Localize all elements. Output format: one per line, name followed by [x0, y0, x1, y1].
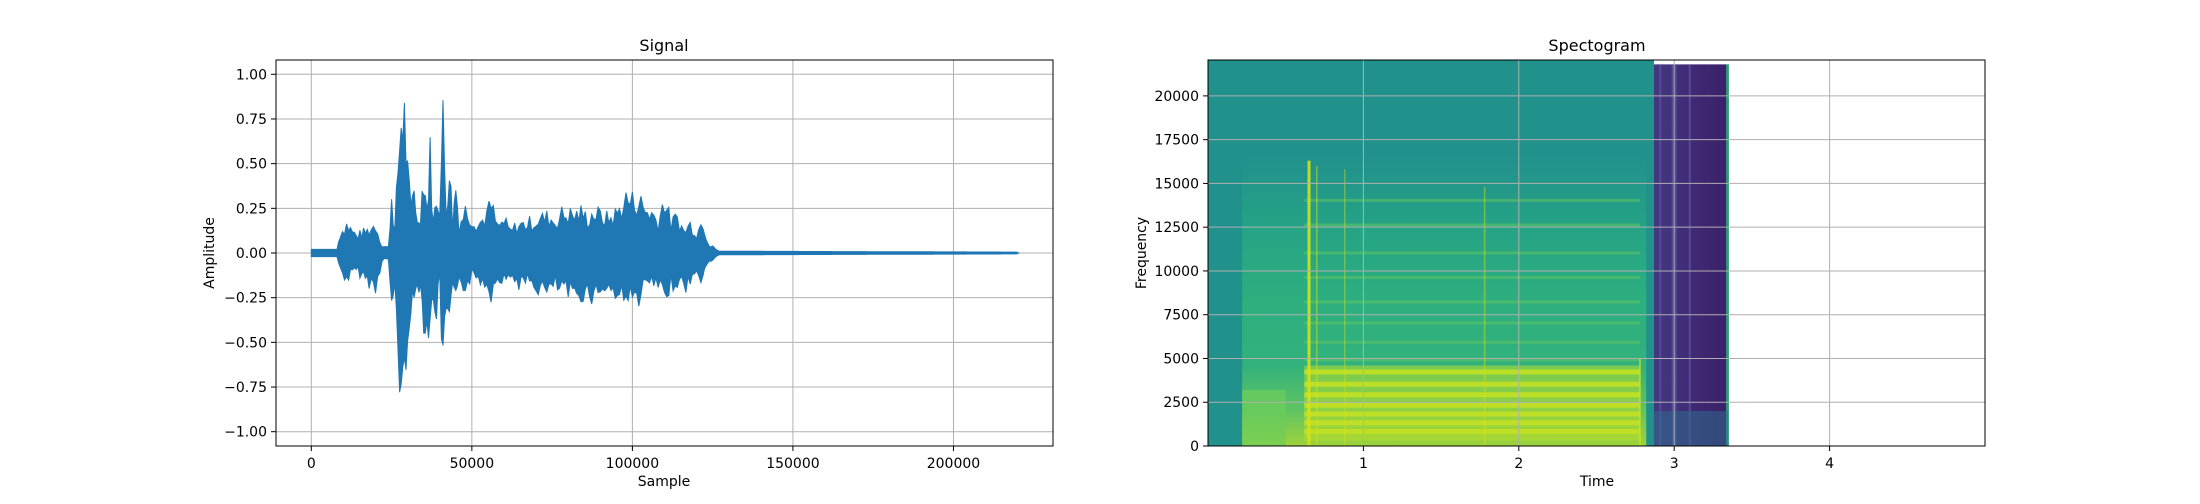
spectrogram-harmonic-band [1304, 251, 1641, 255]
spectrogram-y-tick-label: 12500 [1154, 220, 1199, 236]
signal-y-tick-label: 0.25 [236, 201, 267, 217]
signal-x-tick-label: 200000 [927, 456, 980, 472]
spectrogram-title: Spectogram [1548, 36, 1645, 55]
spectrogram-silent-region [1653, 64, 1729, 446]
signal-waveform [310, 100, 1018, 393]
spectrogram-x-label: Time [1579, 474, 1614, 490]
spectrogram-harmonic-band [1304, 340, 1641, 344]
spectrogram-x-tick-label: 4 [1825, 456, 1834, 472]
spectrogram-low-freq-block [1304, 365, 1641, 441]
spectrogram-frame-strip [1674, 64, 1677, 446]
spectrogram-plot [1208, 60, 1730, 446]
spectrogram-frame-strip [1671, 64, 1674, 446]
spectrogram-dark-lowband [1653, 410, 1729, 446]
spectrogram-y-tick-label: 7500 [1163, 308, 1199, 324]
spectrogram-harmonic-band [1304, 198, 1641, 202]
spectrogram-y-tick-label: 2500 [1163, 395, 1199, 411]
signal-x-tick-label: 100000 [606, 456, 659, 472]
spectrogram-transient [1307, 160, 1311, 446]
signal-x-ticks: 0 50000 100000 150000 200000 [307, 446, 980, 472]
spectrogram-y-tick-label: 17500 [1154, 133, 1199, 149]
signal-y-tick-label: −1.00 [224, 425, 267, 441]
spectrogram-onset-block [1242, 389, 1286, 446]
spectrogram-x-tick-label: 3 [1670, 456, 1679, 472]
signal-y-tick-label: 0.75 [236, 112, 267, 128]
spectrogram-y-ticks: 0 2500 5000 7500 10000 12500 15000 17500 20000 [1154, 89, 1208, 455]
spectrogram-frame-strip [1659, 64, 1662, 446]
spectrogram-y-tick-label: 15000 [1154, 176, 1199, 192]
spectrogram-y-tick-label: 10000 [1154, 264, 1199, 280]
spectrogram-transient [1344, 169, 1346, 446]
signal-y-tick-label: 0.00 [236, 246, 267, 262]
spectrogram-harmonic-band [1304, 223, 1641, 227]
signal-x-tick-label: 0 [307, 456, 316, 472]
spectrogram-harmonic-band [1304, 358, 1641, 362]
spectrogram-grid [1208, 60, 1985, 446]
signal-chart: Signal 0 50000 100000 150000 200000 −1.00 −0.… [202, 36, 1054, 490]
spectrogram-y-tick-label: 20000 [1154, 89, 1199, 105]
signal-y-tick-label: −0.25 [224, 291, 267, 307]
spectrogram-y-label: Frequency [1134, 217, 1150, 289]
spectrogram-chart: Spectogram 1 2 3 4 0 2500 5000 7500 10000 12500 1… [1134, 36, 1986, 490]
spectrogram-silent-strips [1653, 64, 1730, 446]
spectrogram-frame-strip [1688, 64, 1691, 446]
spectrogram-harmonic-band [1304, 275, 1641, 279]
signal-title: Signal [639, 36, 688, 55]
signal-plot [310, 100, 1020, 393]
signal-y-label: Amplitude [202, 217, 218, 289]
signal-y-tick-label: 1.00 [236, 67, 267, 83]
spectrogram-y-tick-label: 5000 [1163, 351, 1199, 367]
spectrogram-axes-frame [1207, 59, 1986, 447]
spectrogram-harmonic-band [1304, 300, 1641, 304]
spectrogram-frame-strip [1726, 64, 1730, 446]
spectrogram-harmonic-band [1304, 321, 1641, 325]
spectrogram-x-tick-label: 2 [1514, 456, 1523, 472]
spectrogram-transient [1316, 165, 1318, 446]
signal-x-tick-label: 150000 [766, 456, 819, 472]
spectrogram-y-tick-label: 0 [1190, 439, 1199, 455]
signal-y-ticks: −1.00 −0.75 −0.50 −0.25 0.00 0.25 0.50 0.75 1.00 [224, 67, 276, 441]
signal-x-tick-label: 50000 [450, 456, 495, 472]
signal-y-tick-label: −0.75 [224, 380, 267, 396]
signal-y-tick-label: −0.50 [224, 335, 267, 351]
spectrogram-x-tick-label: 1 [1359, 456, 1368, 472]
spectrogram-harmonics [1242, 198, 1641, 446]
signal-x-label: Sample [638, 474, 691, 490]
spectrogram-x-ticks: 1 2 3 4 [1359, 446, 1834, 472]
signal-y-tick-label: 0.50 [236, 157, 267, 173]
spectrogram-transient [1483, 186, 1486, 446]
